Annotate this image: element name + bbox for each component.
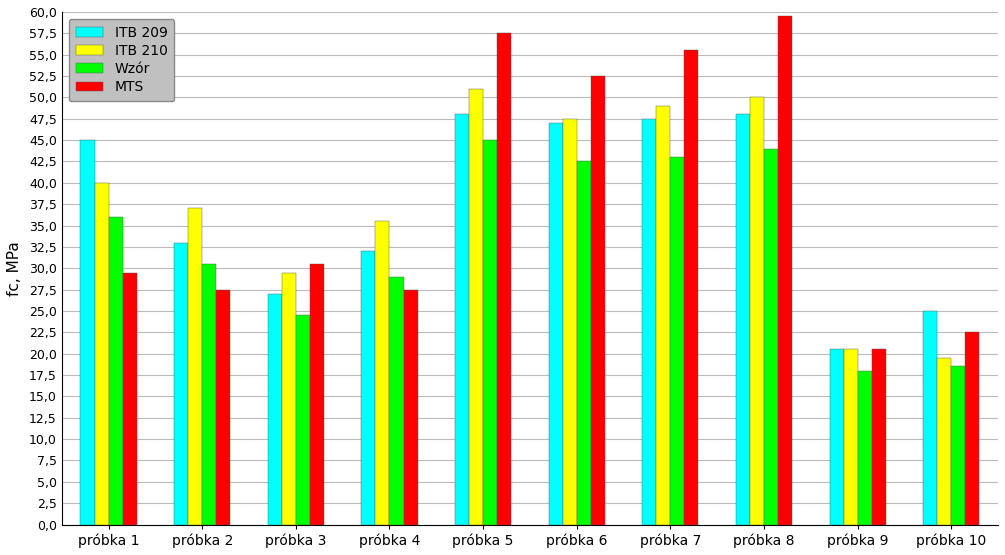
Bar xyxy=(80,140,94,524)
Bar xyxy=(497,33,512,524)
Bar xyxy=(202,264,216,524)
Bar xyxy=(924,311,938,524)
Bar xyxy=(843,350,857,524)
Bar xyxy=(455,114,469,524)
Legend: ITB 209, ITB 210, Wzór, MTS: ITB 209, ITB 210, Wzór, MTS xyxy=(68,19,174,101)
Bar xyxy=(94,183,109,524)
Bar xyxy=(952,366,965,524)
Bar xyxy=(563,119,577,524)
Bar xyxy=(281,273,295,524)
Bar xyxy=(656,106,670,524)
Bar xyxy=(871,350,885,524)
Bar xyxy=(764,149,778,524)
Bar xyxy=(267,294,281,524)
Bar xyxy=(188,209,202,524)
Bar xyxy=(549,123,563,524)
Bar xyxy=(857,371,871,524)
Bar xyxy=(483,140,497,524)
Bar xyxy=(403,290,417,524)
Bar xyxy=(362,251,376,524)
Bar xyxy=(750,97,764,524)
Bar xyxy=(591,76,605,524)
Bar xyxy=(577,162,591,524)
Bar xyxy=(174,243,188,524)
Bar xyxy=(469,89,483,524)
Bar xyxy=(670,157,684,524)
Bar xyxy=(216,290,230,524)
Y-axis label: fc, MPa: fc, MPa xyxy=(7,241,22,296)
Bar xyxy=(778,16,792,524)
Bar xyxy=(642,119,656,524)
Bar xyxy=(390,277,403,524)
Bar xyxy=(123,273,137,524)
Bar xyxy=(829,350,843,524)
Bar xyxy=(310,264,324,524)
Bar xyxy=(736,114,750,524)
Bar xyxy=(938,358,952,524)
Bar xyxy=(684,51,698,524)
Bar xyxy=(295,315,310,524)
Bar xyxy=(376,221,390,524)
Bar xyxy=(965,332,979,524)
Bar xyxy=(109,217,123,524)
